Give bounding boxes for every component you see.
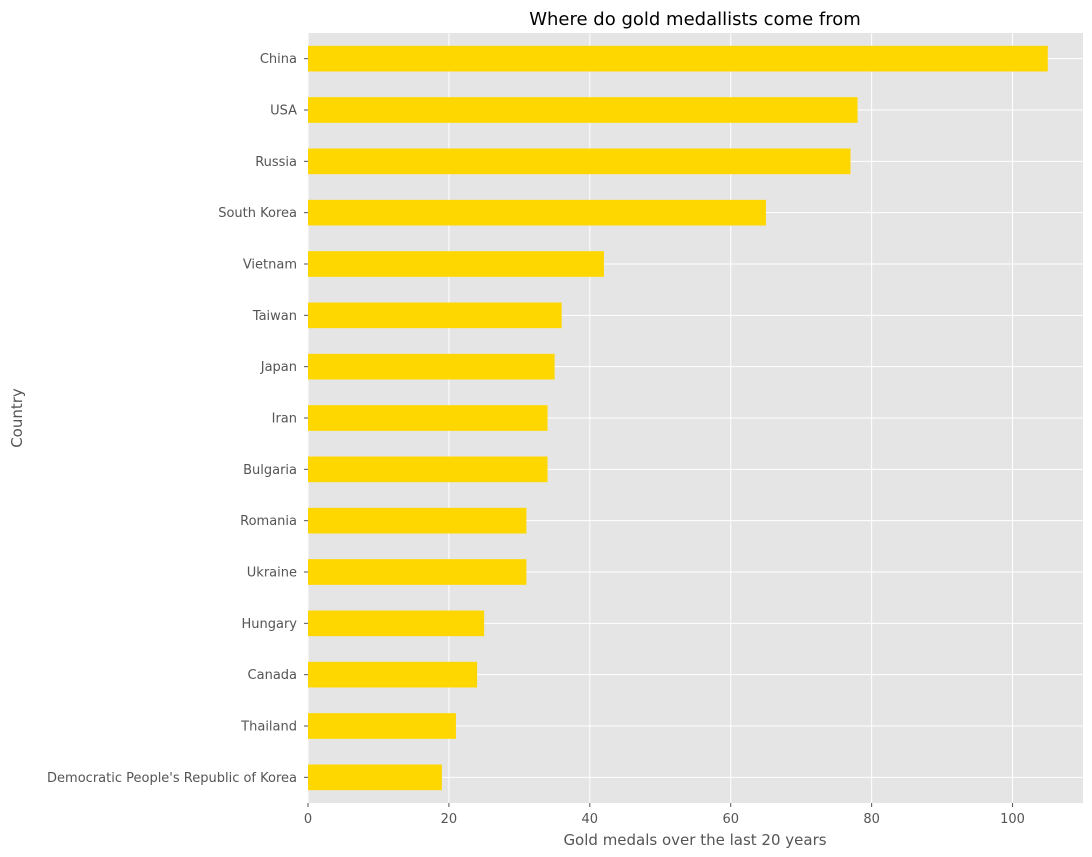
- bar: [308, 713, 456, 739]
- y-tick-label: Democratic People's Republic of Korea: [47, 771, 297, 786]
- x-axis-title: Gold medals over the last 20 years: [563, 831, 826, 849]
- bar: [308, 199, 766, 226]
- y-tick-label: Ukraine: [247, 566, 297, 581]
- y-tick-label: Thailand: [240, 720, 297, 735]
- y-axis-title: Country: [8, 388, 26, 448]
- bars: [308, 45, 1048, 791]
- bar: [308, 405, 548, 431]
- y-tick-label: Vietnam: [243, 258, 297, 273]
- y-tick-label: USA: [270, 104, 297, 119]
- x-tick-label: 80: [863, 812, 880, 827]
- x-tick-label: 60: [722, 812, 739, 827]
- y-tick-label: Hungary: [241, 617, 297, 632]
- y-tick-label: Taiwan: [252, 309, 297, 324]
- bar: [308, 45, 1048, 72]
- y-tick-label: Russia: [255, 155, 297, 170]
- y-tick-label: Japan: [260, 360, 297, 375]
- x-tick-label: 100: [1000, 812, 1025, 827]
- bar: [308, 764, 442, 791]
- bar: [308, 97, 858, 123]
- y-tick-label: Iran: [272, 412, 297, 427]
- bar: [308, 302, 562, 329]
- x-tick-label: 0: [304, 812, 312, 827]
- y-tick-label: Romania: [240, 514, 297, 529]
- bar: [308, 610, 485, 637]
- bar: [308, 148, 851, 175]
- chart-title: Where do gold medallists come from: [529, 9, 861, 30]
- bar: [308, 507, 527, 534]
- bar: [308, 661, 478, 688]
- bar: [308, 559, 527, 585]
- y-tick-label: Canada: [248, 668, 297, 683]
- y-tick-label: Bulgaria: [243, 463, 297, 478]
- x-tick-label: 20: [441, 812, 458, 827]
- bar: [308, 353, 555, 380]
- x-tick-labels: 0 20 40 60 80 100: [304, 803, 1025, 827]
- bar: [308, 251, 604, 277]
- x-tick-label: 40: [582, 812, 599, 827]
- bar: [308, 456, 548, 483]
- y-tick-label: South Korea: [218, 206, 297, 221]
- y-tick-label: China: [260, 52, 297, 67]
- y-tick-labels: China USA Russia South Korea Vietnam Taiwan Ja…: [47, 52, 308, 786]
